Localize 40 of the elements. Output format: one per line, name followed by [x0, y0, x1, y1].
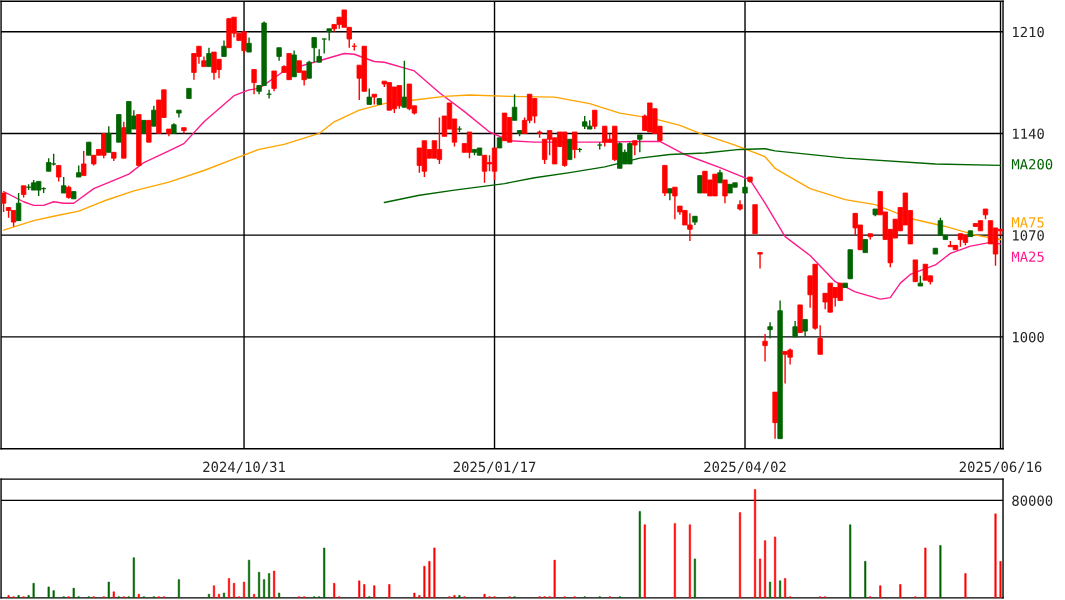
candlestick: [291, 49, 297, 78]
candlestick: [15, 192, 22, 222]
y-tick-label: 1070: [1013, 230, 1044, 241]
candlestick: [491, 147, 498, 181]
candlestick: [436, 116, 443, 165]
x-tick-label: 2025/01/17: [453, 461, 536, 474]
x-tick-label: 2024/10/31: [203, 461, 285, 474]
y-tick-label: 1000: [1013, 331, 1044, 343]
series-label: MA75: [1011, 217, 1044, 228]
candlestick: [206, 47, 212, 68]
y-tick-label: 1210: [1013, 26, 1044, 38]
y-tick-label: 80000: [1012, 495, 1053, 506]
line-series: [2, 52, 1002, 300]
candlestick: [271, 70, 277, 92]
candlestick: [401, 60, 408, 108]
candlestick: [592, 109, 598, 130]
x-tick-label: 2025/04/02: [704, 461, 786, 474]
candlestick: [572, 131, 578, 159]
candlestick: [146, 119, 152, 143]
candlestick: [531, 97, 538, 124]
series-label: MA200: [1011, 158, 1053, 170]
x-tick-label: 2025/06/16: [959, 461, 1042, 474]
candlestick: [81, 150, 87, 177]
candlestick: [251, 68, 257, 95]
candlestick: [602, 125, 608, 148]
candlestick: [481, 154, 488, 184]
candlestick: [567, 138, 573, 161]
series-label: MA25: [1011, 251, 1044, 262]
candlestick: [702, 170, 708, 194]
candlestick: [912, 259, 919, 283]
candlestick: [757, 251, 763, 270]
candlestick: [106, 125, 112, 154]
y-tick-label: 1140: [1013, 128, 1044, 139]
candlestick: [767, 321, 773, 340]
candlestick: [722, 179, 728, 204]
candlestick: [466, 131, 473, 159]
candlestick: [637, 134, 643, 154]
candlestick: [511, 93, 518, 122]
candlestick: [762, 333, 768, 363]
candlestick: [151, 105, 157, 127]
